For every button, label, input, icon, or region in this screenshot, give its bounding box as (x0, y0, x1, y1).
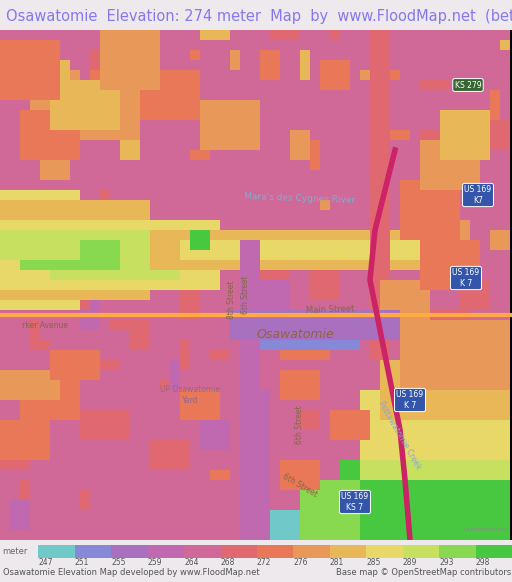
Text: 247: 247 (38, 559, 53, 567)
Text: 298: 298 (476, 559, 490, 567)
Bar (221, 545, 257, 558)
Text: 293: 293 (439, 559, 454, 567)
Bar (403, 545, 439, 558)
Text: rker Avenue: rker Avenue (22, 321, 68, 331)
Text: Base map © OpenStreetMap contributors: Base map © OpenStreetMap contributors (336, 568, 511, 577)
Bar (293, 545, 330, 558)
Text: 251: 251 (75, 559, 89, 567)
Text: Pottawatomie Creek: Pottawatomie Creek (377, 399, 423, 471)
Text: US 169
KS 7: US 169 KS 7 (342, 492, 369, 512)
Text: 276: 276 (293, 559, 308, 567)
Text: UP Osawatomie
Yard: UP Osawatomie Yard (160, 385, 220, 404)
Text: 6th Street: 6th Street (295, 406, 305, 444)
Bar (257, 545, 293, 558)
Text: 6th Street: 6th Street (241, 276, 249, 314)
Text: 281: 281 (330, 559, 344, 567)
Bar (476, 545, 512, 558)
Text: Main Street: Main Street (306, 304, 354, 315)
Bar (184, 545, 221, 558)
Text: 8th Street: 8th Street (227, 281, 237, 320)
Text: 259: 259 (147, 559, 162, 567)
Text: Mara's des Cygnes River: Mara's des Cygnes River (244, 191, 356, 204)
Text: 264: 264 (184, 559, 199, 567)
Bar (366, 545, 403, 558)
Bar (330, 545, 366, 558)
Text: 6th Street: 6th Street (281, 471, 319, 499)
Bar (439, 545, 476, 558)
Bar (38, 545, 75, 558)
Text: 289: 289 (403, 559, 417, 567)
Text: 268: 268 (221, 559, 235, 567)
Text: 285: 285 (366, 559, 380, 567)
Text: US 169
K 7: US 169 K 7 (396, 391, 423, 410)
Text: US 169
K 7: US 169 K 7 (453, 268, 480, 288)
Text: 272: 272 (257, 559, 271, 567)
Text: 255: 255 (111, 559, 126, 567)
Text: meter: meter (3, 547, 28, 556)
Text: Osawatomie  Elevation: 274 meter  Map  by  www.FloodMap.net  (beta): Osawatomie Elevation: 274 meter Map by w… (6, 9, 512, 24)
Text: KS 279: KS 279 (455, 80, 481, 90)
Bar (75, 545, 111, 558)
Text: US 169
K7: US 169 K7 (464, 185, 492, 205)
Text: OpenStreetMap: OpenStreetMap (464, 527, 507, 532)
Bar (147, 545, 184, 558)
Bar (111, 545, 147, 558)
Text: Osawatomie: Osawatomie (256, 328, 334, 342)
Text: Osawatomie Elevation Map developed by www.FloodMap.net: Osawatomie Elevation Map developed by ww… (3, 568, 259, 577)
